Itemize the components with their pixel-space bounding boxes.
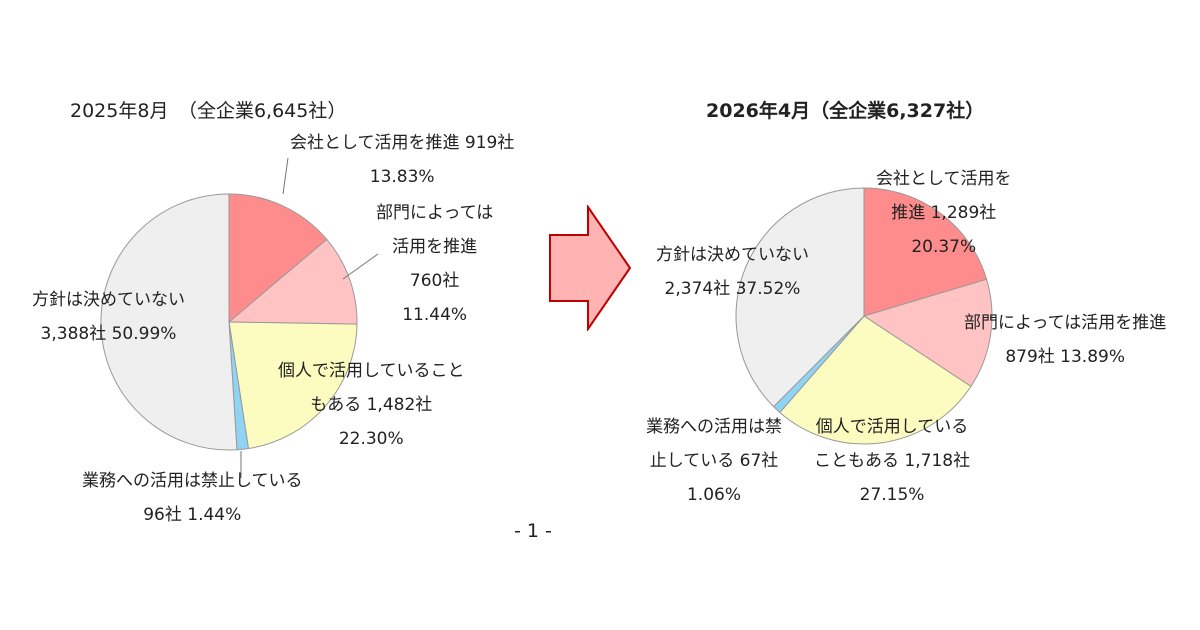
chart-2-slice-undecided	[735, 187, 865, 408]
leader-lines	[240, 157, 379, 478]
chart-2-slice-promote-dept	[862, 278, 993, 388]
chart-1-slice-undecided	[100, 193, 238, 451]
chart-1-slice-promote-dept	[227, 238, 358, 325]
chart-1-label-promote-dept: 部門によっては 活用を推進 760社 11.44%	[376, 203, 494, 325]
chart-2-label-prohibited: 業務への活用は禁 止している 67社 1.06%	[646, 417, 782, 505]
chart-2-label-promote-dept: 部門によっては活用を推進 879社 13.89%	[964, 313, 1167, 367]
page-number: - 1 -	[514, 520, 552, 542]
chart-2-label-undecided: 方針は決めていない 2,374社 37.52%	[656, 245, 809, 299]
pie-chart-2025	[100, 193, 358, 451]
right-arrow-icon	[549, 205, 632, 331]
chart-1-label-promote-company: 会社として活用を推進 919社 13.83%	[290, 133, 515, 187]
chart-1-label-undecided: 方針は決めていない 3,388社 50.99%	[32, 290, 185, 344]
chart-1-slice-individual	[228, 321, 358, 450]
chart-2-label-promote-company: 会社として活用を 推進 1,289社 20.37%	[876, 169, 1012, 257]
chart-1-label-individual: 個人で活用していること もある 1,482社 22.30%	[278, 361, 465, 449]
chart-2-slice-promote-company	[863, 187, 988, 317]
chart-2-title: 2026年4月（全企業6,327社）	[706, 100, 985, 122]
chart-1-slice-promote-company	[228, 193, 328, 324]
chart-1-title: 2025年8月 （全企業6,645社）	[70, 100, 347, 122]
chart-1-label-prohibited: 業務への活用は禁止している 96社 1.44%	[82, 471, 303, 525]
chart-2-slice-individual	[779, 315, 972, 445]
chart-1-leader-promote-company	[282, 157, 289, 195]
pie-chart-2026	[735, 187, 993, 445]
chart-2-label-individual: 個人で活用している こともある 1,718社 27.15%	[814, 417, 971, 505]
chart-1-leader-promote-dept	[342, 253, 379, 280]
